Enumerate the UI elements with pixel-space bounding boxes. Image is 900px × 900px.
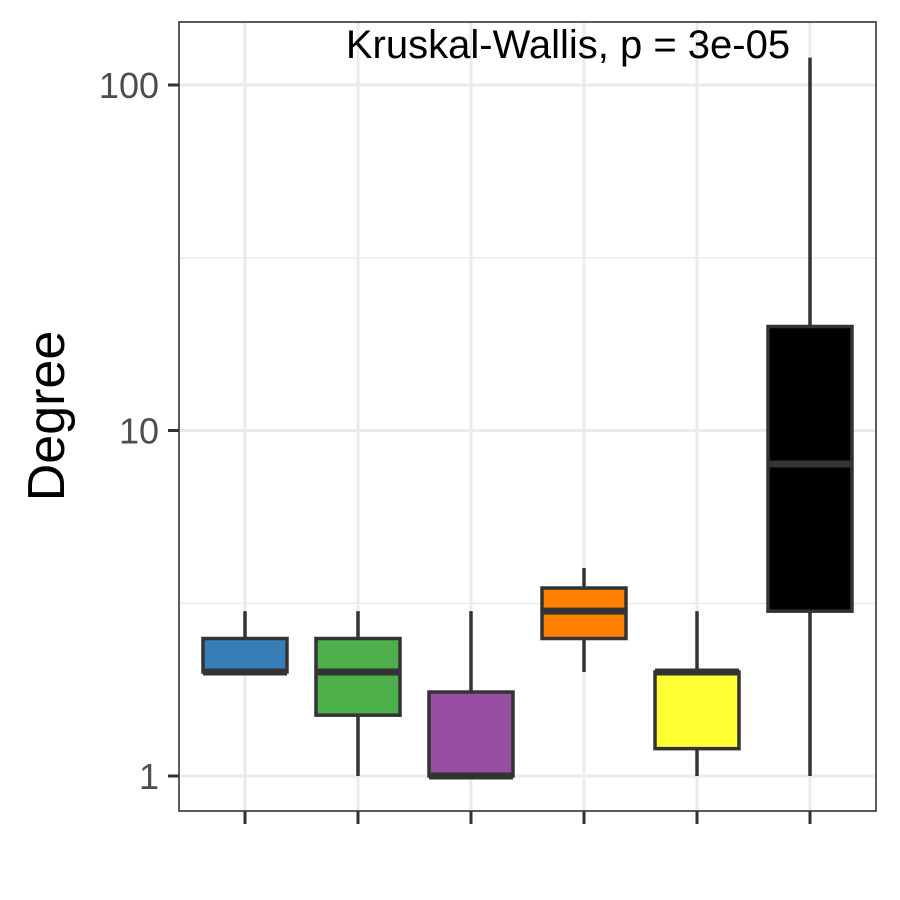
box-1 <box>201 611 289 676</box>
kruskal-wallis-annotation: Kruskal-Wallis, p = 3e-05 <box>346 23 790 67</box>
box-series <box>201 57 854 780</box>
panel-border <box>178 21 877 812</box>
box-body <box>653 670 741 751</box>
box-4 <box>540 567 628 672</box>
box-body <box>766 324 854 613</box>
box-5 <box>653 611 741 776</box>
axes: 1 10 100 <box>99 65 812 824</box>
box-body <box>201 636 289 674</box>
y-axis-label: Degree <box>18 331 76 502</box>
y-tick-label: 1 <box>139 756 159 797</box>
box-3 <box>427 611 515 780</box>
box-body <box>314 636 402 717</box>
y-tick-label: 100 <box>99 65 159 106</box>
box-2 <box>314 611 402 776</box>
y-tick-label: 10 <box>119 411 159 452</box>
box-6 <box>766 57 854 776</box>
box-body <box>427 690 515 778</box>
